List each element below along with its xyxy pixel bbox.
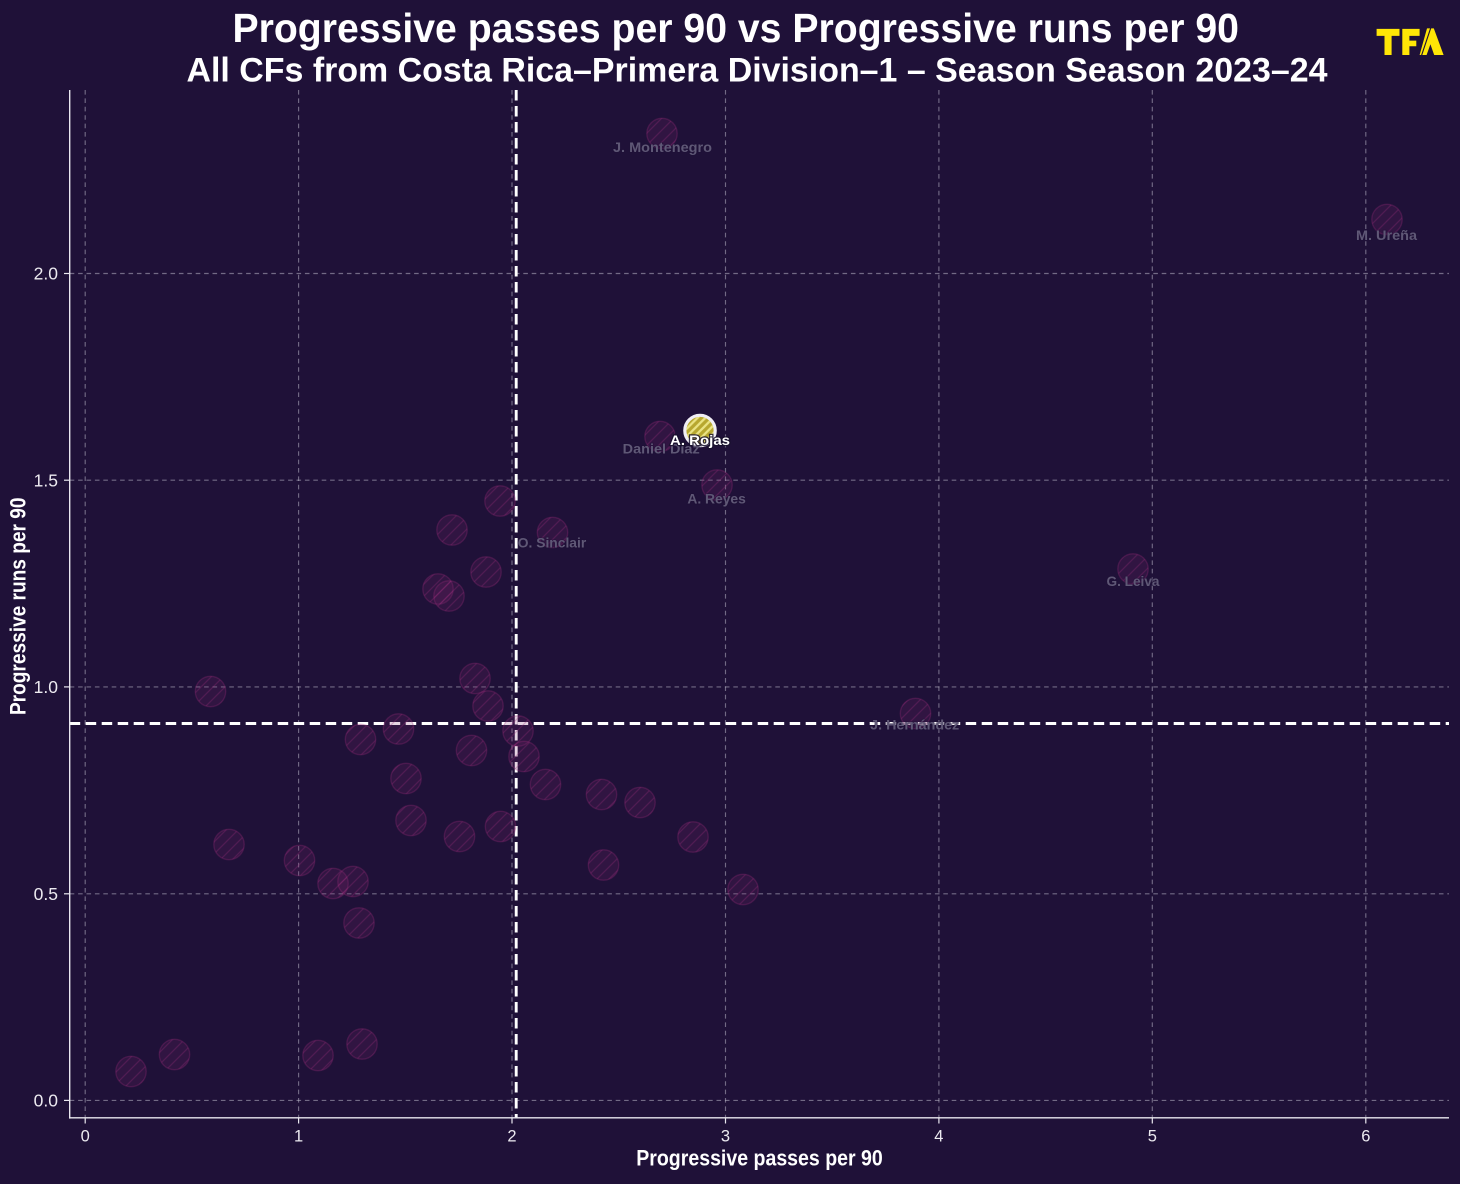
svg-text:M. Ureña: M. Ureña: [1356, 228, 1418, 243]
svg-text:Progressive passes per 90 vs P: Progressive passes per 90 vs Progressive…: [232, 5, 1239, 51]
svg-text:Daniel Díaz: Daniel Díaz: [623, 442, 700, 457]
svg-text:G. Leiva: G. Leiva: [1107, 574, 1160, 589]
svg-text:J. Montenegro: J. Montenegro: [613, 140, 712, 155]
svg-text:0.0: 0.0: [34, 1091, 59, 1111]
svg-text:All CFs from Costa Rica–Primer: All CFs from Costa Rica–Primera Division…: [187, 51, 1328, 89]
svg-text:5: 5: [1148, 1128, 1157, 1146]
svg-text:J. Hernández: J. Hernández: [870, 718, 959, 733]
svg-text:A. Reyes: A. Reyes: [687, 491, 746, 506]
svg-text:4: 4: [934, 1128, 943, 1146]
svg-text:1.0: 1.0: [34, 677, 59, 697]
svg-text:6: 6: [1361, 1128, 1370, 1146]
svg-text:O. Sinclair: O. Sinclair: [518, 536, 587, 551]
svg-text:Progressive passes per 90: Progressive passes per 90: [636, 1146, 883, 1171]
svg-text:2: 2: [507, 1128, 516, 1146]
svg-text:3: 3: [721, 1128, 730, 1146]
svg-text:0: 0: [81, 1128, 90, 1146]
svg-text:Progressive runs per 90: Progressive runs per 90: [6, 498, 31, 716]
svg-text:1: 1: [294, 1128, 303, 1146]
svg-text:1.5: 1.5: [34, 470, 58, 490]
svg-text:A. Rojas: A. Rojas: [670, 433, 730, 448]
svg-text:2.0: 2.0: [34, 264, 59, 284]
svg-text:0.5: 0.5: [34, 884, 58, 904]
